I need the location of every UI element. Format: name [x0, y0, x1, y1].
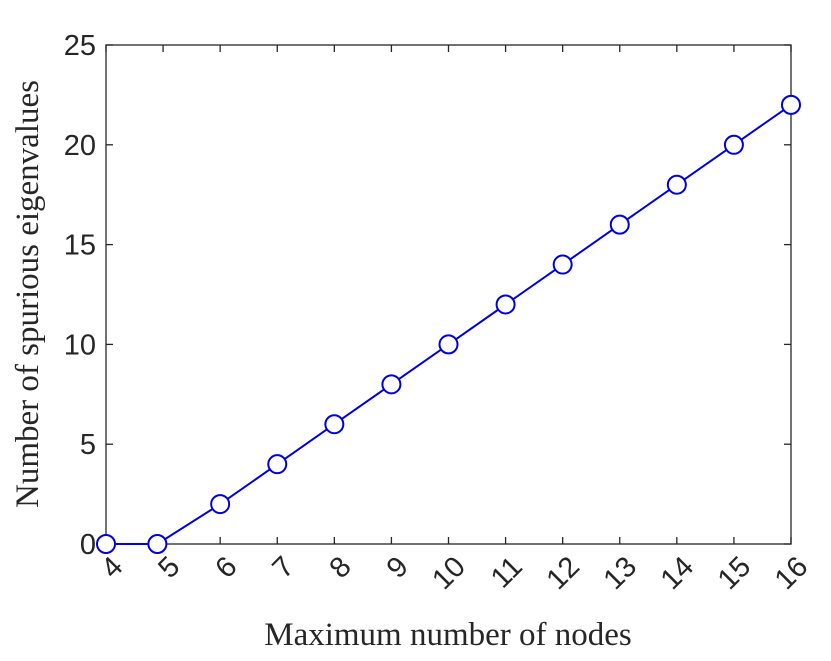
data-point	[723, 134, 744, 155]
data-point	[210, 494, 231, 515]
axes	[105, 44, 792, 545]
series	[96, 94, 801, 554]
data-point	[267, 454, 288, 475]
x-tick-label: 14	[655, 551, 700, 596]
y-tick-label: 15	[64, 230, 96, 262]
data-point	[666, 174, 687, 195]
data-point	[324, 414, 345, 435]
data-point	[96, 534, 116, 554]
x-tick-label: 10	[426, 551, 471, 596]
x-tick-label: 9	[381, 551, 415, 585]
x-tick-label: 13	[598, 551, 643, 596]
y-axis-ticks: 0 5 10 15 20 25	[64, 30, 791, 561]
x-tick-label: 12	[541, 551, 586, 596]
y-tick-label: 0	[80, 529, 96, 561]
y-tick-label: 5	[80, 429, 96, 461]
x-tick-label: 6	[209, 551, 243, 585]
x-tick-label: 15	[712, 551, 757, 596]
y-tick-label: 20	[64, 130, 96, 162]
x-tick-label: 8	[324, 551, 358, 585]
x-tick-label: 7	[267, 551, 301, 585]
x-tick-label: 16	[769, 551, 814, 596]
data-point	[609, 214, 630, 235]
data-point	[781, 94, 801, 115]
x-tick-label: 4	[95, 551, 129, 585]
x-tick-label: 5	[152, 551, 186, 585]
y-tick-label: 25	[64, 30, 96, 62]
data-point	[381, 374, 402, 395]
data-point	[438, 334, 459, 355]
y-tick-label: 10	[64, 329, 96, 361]
plot-frame	[105, 44, 792, 545]
x-tick-label: 11	[485, 551, 529, 595]
data-point	[552, 254, 573, 275]
data-point	[495, 294, 516, 315]
x-axis-label: Maximum number of nodes	[264, 617, 632, 653]
y-axis-label: Number of spurious eigenvalues	[10, 80, 46, 508]
data-point	[147, 534, 168, 554]
